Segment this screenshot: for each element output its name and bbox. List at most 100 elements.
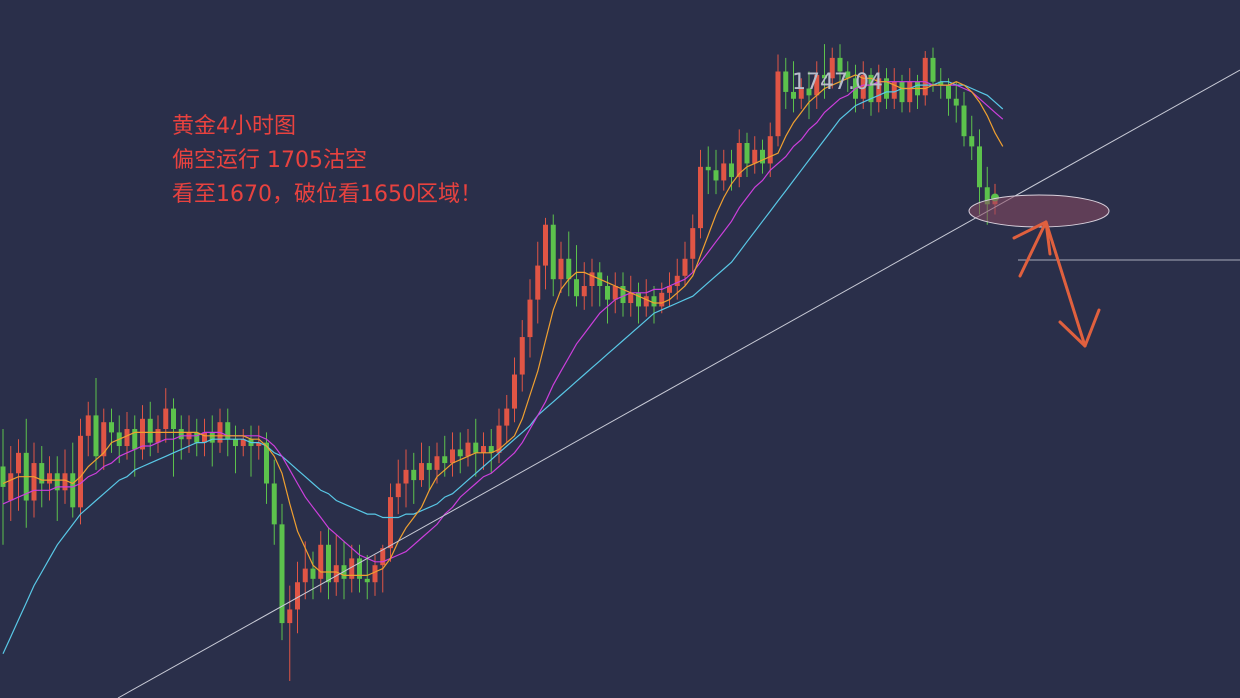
peak-price-label: 1747.04 xyxy=(792,70,883,95)
candle-body xyxy=(984,187,990,205)
candle-body xyxy=(589,272,595,287)
candle xyxy=(760,139,765,174)
candle-body xyxy=(961,105,967,137)
candle-body xyxy=(140,418,145,450)
candle-body xyxy=(628,292,634,304)
candle-body xyxy=(574,279,579,297)
trendline xyxy=(117,69,1240,698)
candle xyxy=(744,132,750,178)
candle-body xyxy=(504,408,510,426)
candle-body xyxy=(488,446,494,453)
candle-body xyxy=(349,558,355,579)
candle xyxy=(85,401,91,457)
candle-body xyxy=(953,98,959,106)
candle-body xyxy=(775,71,781,137)
candle xyxy=(721,149,727,191)
candle-body xyxy=(868,74,874,103)
candle-body xyxy=(643,296,649,307)
candle-body xyxy=(481,446,486,453)
candle xyxy=(457,432,463,474)
candle xyxy=(512,357,517,423)
candle xyxy=(884,68,889,109)
candle-body xyxy=(465,442,471,457)
candle xyxy=(822,44,827,99)
candle xyxy=(155,415,161,453)
candle xyxy=(54,456,60,521)
candle-body xyxy=(938,81,944,86)
candle xyxy=(279,503,285,641)
candle xyxy=(194,418,200,457)
candle-body xyxy=(682,258,688,276)
annotation-line-1: 黄金4小时图 xyxy=(172,114,296,139)
candle-body xyxy=(147,418,153,443)
resistance-zone-ellipse xyxy=(968,194,1110,228)
candle-body xyxy=(124,429,130,447)
candle-body xyxy=(0,466,6,487)
candle xyxy=(550,214,556,297)
candle-body xyxy=(605,286,610,300)
drawings-layer xyxy=(117,69,1240,698)
candle-body xyxy=(713,170,719,181)
candle xyxy=(868,68,874,116)
candle-body xyxy=(636,292,641,307)
candle xyxy=(357,544,362,593)
candle xyxy=(798,78,804,109)
candle xyxy=(178,415,184,460)
candle xyxy=(233,425,238,474)
candle xyxy=(566,231,572,297)
candle xyxy=(519,320,525,392)
candle xyxy=(302,541,308,600)
candle xyxy=(364,554,370,600)
candle-body xyxy=(302,568,308,583)
candle-body xyxy=(473,442,479,453)
candle-body xyxy=(233,439,238,447)
candle xyxy=(597,262,603,307)
candle-body xyxy=(899,81,905,103)
candle xyxy=(333,534,339,596)
ma-fast-line xyxy=(2,74,1004,577)
candle-body xyxy=(806,88,812,96)
candle xyxy=(0,429,6,545)
candle-body xyxy=(791,91,796,99)
candle xyxy=(70,442,76,518)
candle-body xyxy=(783,71,789,92)
candle xyxy=(271,459,277,545)
candle xyxy=(535,241,541,324)
candle-body xyxy=(667,286,672,293)
candle-body xyxy=(240,439,246,447)
candle-body xyxy=(426,463,432,470)
candle xyxy=(961,91,967,147)
candle xyxy=(8,446,14,521)
candle xyxy=(217,408,223,453)
candle-body xyxy=(884,78,889,99)
candle-body xyxy=(16,452,21,474)
candle xyxy=(132,415,138,477)
candle xyxy=(589,258,595,307)
candle-body xyxy=(403,469,409,484)
candle-body xyxy=(264,442,269,484)
candle xyxy=(47,456,52,501)
candle xyxy=(147,401,153,457)
candle-body xyxy=(690,228,696,259)
ma-slow-line xyxy=(2,81,1004,654)
candle-body xyxy=(411,469,417,481)
ma-mid-line xyxy=(2,81,1004,563)
candle-body xyxy=(333,565,339,583)
candle-body xyxy=(419,463,424,481)
candle-body xyxy=(566,258,572,280)
candle xyxy=(938,68,944,99)
candle-body xyxy=(519,337,525,375)
candle-body xyxy=(798,88,804,99)
candle xyxy=(814,61,820,109)
candle xyxy=(837,44,843,86)
candle xyxy=(62,449,68,504)
candle xyxy=(969,115,975,161)
candle-body xyxy=(70,473,76,508)
candle xyxy=(628,275,634,317)
candle-body xyxy=(450,449,455,464)
candle xyxy=(543,217,548,290)
candle xyxy=(643,279,649,317)
candle-body xyxy=(171,408,176,430)
candle-body xyxy=(202,432,207,443)
